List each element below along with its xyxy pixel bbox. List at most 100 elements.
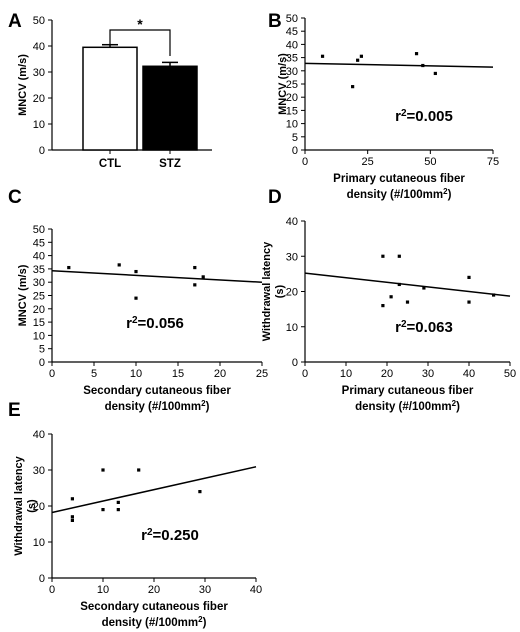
c-y-tick-label: 45 [33,237,45,249]
panel-letter-c: C [8,187,22,208]
e-data-point [198,490,202,494]
b-y-tick-label: 0 [292,145,298,157]
d-x-tick-label: 10 [340,368,352,380]
c-y-tick-label: 25 [33,291,45,303]
c-data-point [134,269,138,274]
e-y-tick-label: 40 [33,429,45,441]
a-bar-stz [142,65,198,151]
d-x-tick-label: 30 [422,368,434,380]
b-data-point [433,71,437,76]
c-x-axis-label-units-close: ) [206,401,210,413]
c-y-tick-label: 0 [39,357,45,369]
b-y-tick-label: 40 [286,39,298,51]
a-bar-ctl [82,46,138,151]
e-x-axis-label: Secondary cutaneous fiber [80,601,228,613]
c-y-tick-label: 35 [33,264,45,276]
d-r2-value: =0.063 [407,319,453,336]
a-y-tick-label: 50 [33,15,45,27]
d-data-point [467,275,471,279]
e-data-point [70,497,74,501]
e-x-axis-label-units-text: density (#/100mm [102,617,199,629]
panel-e: E 0 10 20 30 40 Withdrawal latency (s) 0 10 20 30 4… [8,400,262,629]
c-data-point [67,265,71,270]
panel-letter-b: B [268,11,282,32]
b-x-axis-label-units-text: density (#/100mm [347,189,444,201]
c-y-tick-label: 10 [33,330,45,342]
d-regression-line [304,272,511,297]
d-x-tick-label: 40 [463,368,475,380]
d-y-tick-label: 0 [292,357,298,369]
d-x-tick-label: 20 [381,368,393,380]
e-data-point [70,515,74,519]
d-data-point [397,254,401,258]
d-x-axis-label-units-close: ) [456,401,460,413]
b-y-tick-label: 50 [286,13,298,25]
b-y-tick-label: 45 [286,26,298,38]
e-y-axis-label: Withdrawal latency [13,455,25,555]
b-y-tick-label: 10 [286,119,298,131]
c-regression-line [51,270,263,283]
e-y-tick-label: 20 [33,501,45,513]
b-x-axis-label: Primary cutaneous fiber [333,173,465,185]
d-y-tick-label: 10 [286,322,298,334]
a-y-tick-label: 40 [33,41,45,53]
c-x-axis-label-units: density (#/100mm2) [105,399,210,414]
a-y-tick-label: 20 [33,93,45,105]
d-y-axis-label: Withdrawal latency [261,241,273,341]
b-x-tick-label: 25 [362,156,374,168]
a-y-tick-label: 0 [39,145,45,157]
a-y-axis-label: MNCV (m/s) [17,54,29,116]
d-r2-annotation: r2=0.063 [395,319,453,337]
e-data-point [137,468,141,472]
e-data-point [101,508,105,512]
a-y-tick-label: 30 [33,67,45,79]
panel-letter-d: D [268,187,282,208]
b-data-point [320,54,325,58]
c-x-tick-label: 5 [91,368,97,380]
b-r2-value: =0.005 [407,108,453,125]
e-x-tick-label: 0 [49,584,55,596]
e-x-axis-label-units-close: ) [203,617,207,629]
b-data-point [414,52,419,56]
e-y-tick-label: 0 [39,573,45,585]
c-data-point [193,283,197,287]
c-x-tick-label: 15 [172,368,184,380]
d-data-point [381,304,385,308]
c-r2-value: =0.056 [138,315,184,332]
e-y-tick-label: 10 [33,537,45,549]
b-y-tick-label: 30 [286,66,298,78]
c-x-axis-label: Secondary cutaneous fiber [83,385,231,397]
e-x-tick-label: 30 [199,584,211,596]
d-x-axis-label-units: density (#/100mm2) [355,399,460,414]
c-x-axis-label-units-text: density (#/100mm [105,401,202,413]
panel-d: D 0 10 20 30 40 Withdrawal latency (s) 0 10 20 30 4… [261,187,516,413]
e-x-axis-label-units: density (#/100mm2) [102,615,207,630]
a-significance-bracket [109,29,171,56]
c-data-point [117,263,121,267]
b-x-tick-label: 75 [487,156,499,168]
e-x-tick-label: 10 [97,584,109,596]
b-y-tick-label: 35 [286,53,298,65]
e-data-point [101,468,105,472]
c-data-point [193,265,197,270]
d-x-axis-label-units-text: density (#/100mm [355,401,452,413]
b-r2-exp: 2 [401,108,407,119]
b-x-axis-label-units-exp: 2 [443,187,448,196]
a-x-tick-label: CTL [99,158,121,170]
d-y-tick-label: 40 [286,216,298,228]
b-y-tick-label: 15 [286,105,298,117]
c-x-tick-label: 10 [130,368,142,380]
d-x-axis-label: Primary cutaneous fiber [342,385,474,397]
c-x-tick-label: 25 [256,368,268,380]
c-y-tick-label: 5 [39,344,45,356]
c-r2-exp: 2 [132,315,138,326]
e-data-point [116,500,120,504]
e-r2-base: r [141,527,147,544]
b-r2-annotation: r2=0.005 [395,108,453,126]
d-x-axis-label-units-exp: 2 [452,399,457,408]
c-r2-base: r [126,315,132,332]
e-r2-value: =0.250 [153,527,199,544]
b-x-tick-label: 50 [424,156,436,168]
d-data-point [389,295,393,299]
